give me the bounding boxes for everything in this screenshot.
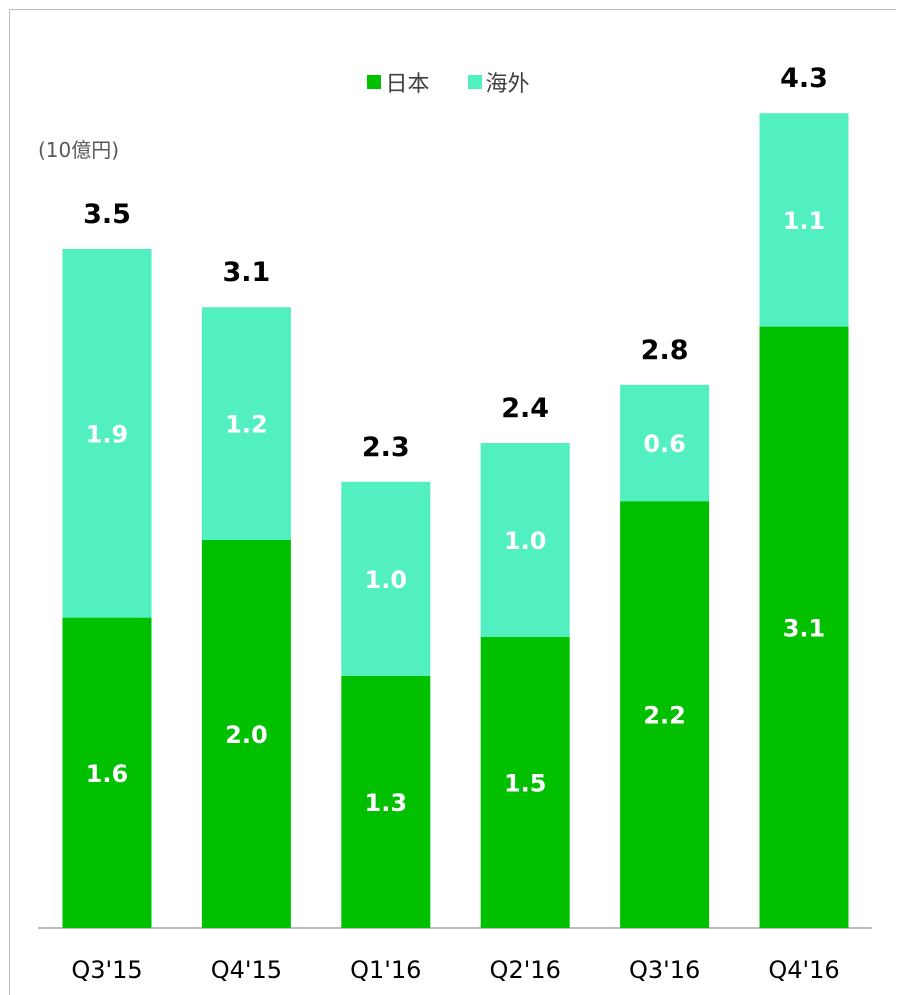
bar-japan-1 [201, 540, 291, 928]
data-label-japan-4: 2.2 [643, 702, 686, 730]
bar-overseas-0 [62, 249, 152, 618]
bar-japan-5 [759, 326, 849, 929]
total-label-1: 3.1 [222, 257, 270, 288]
data-label-overseas-2: 1.0 [365, 566, 408, 594]
x-tick-label-3: Q2'16 [490, 956, 561, 984]
bar-overseas-2 [341, 481, 431, 676]
total-label-5: 4.3 [780, 63, 828, 94]
data-label-japan-2: 1.3 [365, 789, 408, 817]
legend-label-overseas: 海外 [485, 72, 530, 97]
total-label-2: 2.3 [362, 432, 410, 463]
legend-swatch-overseas [467, 75, 482, 89]
data-label-overseas-5: 1.1 [783, 207, 826, 235]
legend-label-japan: 日本 [385, 72, 430, 97]
data-label-overseas-4: 0.6 [643, 430, 686, 458]
data-label-japan-5: 3.1 [783, 614, 826, 642]
total-label-4: 2.8 [641, 335, 689, 366]
x-tick-label-2: Q1'16 [350, 956, 421, 984]
legend-swatch-japan [367, 75, 382, 89]
bar-japan-2 [341, 675, 431, 928]
bar-japan-3 [480, 637, 570, 928]
bar-overseas-5 [759, 113, 849, 327]
data-label-japan-0: 1.6 [86, 760, 129, 788]
bar-overseas-1 [201, 307, 291, 540]
data-label-japan-1: 2.0 [225, 721, 268, 749]
data-label-japan-3: 1.5 [504, 770, 547, 798]
x-tick-label-1: Q4'15 [211, 956, 282, 984]
data-label-overseas-3: 1.0 [504, 527, 547, 555]
total-label-0: 3.5 [83, 199, 131, 230]
unit-label: (10億円) [38, 138, 120, 162]
x-tick-label-0: Q3'15 [71, 956, 142, 984]
bar-overseas-3 [480, 443, 570, 637]
bar-overseas-4 [620, 384, 710, 502]
x-tick-label-4: Q3'16 [629, 956, 700, 984]
legend-item-overseas: 海外 [467, 66, 530, 98]
chart-frame [9, 9, 896, 995]
bar-japan-0 [62, 617, 152, 928]
x-tick-label-5: Q4'16 [768, 956, 839, 984]
legend: 日本 海外 [0, 66, 897, 98]
data-label-overseas-1: 1.2 [225, 411, 268, 439]
legend-item-japan: 日本 [367, 66, 430, 98]
data-label-overseas-0: 1.9 [86, 420, 129, 448]
total-label-3: 2.4 [501, 393, 549, 424]
bar-japan-4 [620, 501, 710, 928]
